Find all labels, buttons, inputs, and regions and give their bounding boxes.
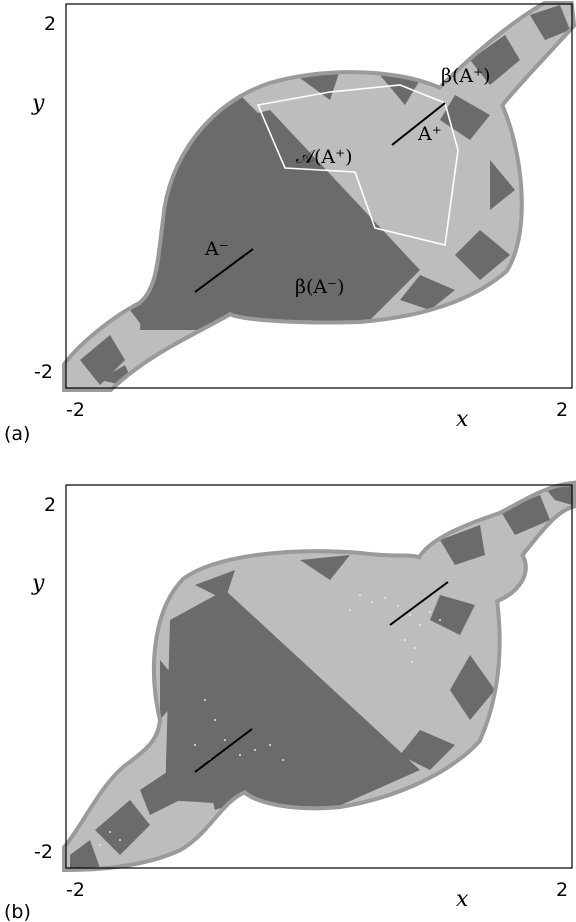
panel-a-y-tick-min: -2 (34, 361, 53, 383)
panel-a-x-axis-label: x (456, 407, 469, 432)
panel-a-x-tick-max: 2 (556, 399, 568, 421)
panel-b-x-tick-max: 2 (556, 879, 568, 901)
panel-a-y-axis-label: y (31, 91, 45, 116)
panel-a-label-a-plus: A⁺ (417, 123, 442, 145)
panel-b-x-tick-min: -2 (66, 879, 85, 901)
panel-b-y-tick-min: -2 (34, 841, 53, 863)
panel-a-label-beta-a-plus: β(A⁺) (441, 65, 491, 87)
panel-b-y-tick-max: 2 (44, 494, 56, 516)
panel-b-y-axis-label: y (31, 571, 45, 596)
panel-b: 2 -2 -2 2 y x (b) (4, 480, 576, 922)
panel-b-tag: (b) (4, 901, 31, 922)
panel-a-x-tick-min: -2 (66, 399, 85, 421)
panel-a-label-beta-a-minus: β(A⁻) (295, 276, 345, 298)
panel-a-y-tick-max: 2 (44, 13, 56, 35)
panel-a-label-script-a-plus: 𝒜(A⁺) (296, 146, 353, 168)
panel-a-label-a-minus: A⁻ (204, 238, 229, 260)
panel-b-x-axis-label: x (456, 887, 469, 912)
panel-a-tag: (a) (4, 423, 30, 445)
panel-a: β(A⁺) A⁺ 𝒜(A⁺) A⁻ β(A⁻) 2 -2 -2 2 y x (a… (4, 0, 576, 445)
